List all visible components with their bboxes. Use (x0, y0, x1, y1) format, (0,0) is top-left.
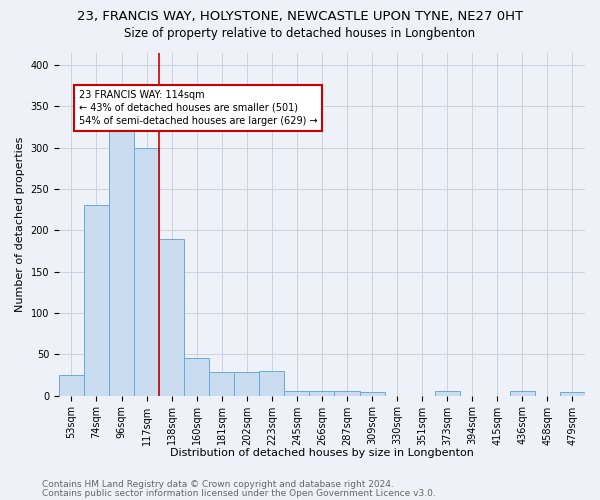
Bar (59, 375, 84, 396)
Text: Contains public sector information licensed under the Open Government Licence v3: Contains public sector information licen… (42, 488, 436, 498)
Bar (310, 392, 334, 396)
Bar (134, 148, 159, 396)
Bar (359, 392, 385, 396)
Bar (109, 127, 134, 396)
Text: Contains HM Land Registry data © Crown copyright and database right 2024.: Contains HM Land Registry data © Crown c… (42, 480, 394, 489)
Bar (434, 392, 460, 396)
X-axis label: Distribution of detached houses by size in Longbenton: Distribution of detached houses by size … (170, 448, 474, 458)
Text: Size of property relative to detached houses in Longbenton: Size of property relative to detached ho… (124, 28, 476, 40)
Bar (259, 371, 284, 396)
Text: 23, FRANCIS WAY, HOLYSTONE, NEWCASTLE UPON TYNE, NE27 0HT: 23, FRANCIS WAY, HOLYSTONE, NEWCASTLE UP… (77, 10, 523, 23)
Bar (159, 238, 184, 396)
Bar (560, 392, 585, 396)
Y-axis label: Number of detached properties: Number of detached properties (15, 136, 25, 312)
Bar (184, 358, 209, 396)
Bar (84, 206, 109, 396)
Bar (284, 392, 310, 396)
Bar (510, 392, 535, 396)
Bar (234, 372, 259, 396)
Bar (334, 392, 359, 396)
Bar (209, 372, 234, 396)
Text: 23 FRANCIS WAY: 114sqm
← 43% of detached houses are smaller (501)
54% of semi-de: 23 FRANCIS WAY: 114sqm ← 43% of detached… (79, 90, 317, 126)
